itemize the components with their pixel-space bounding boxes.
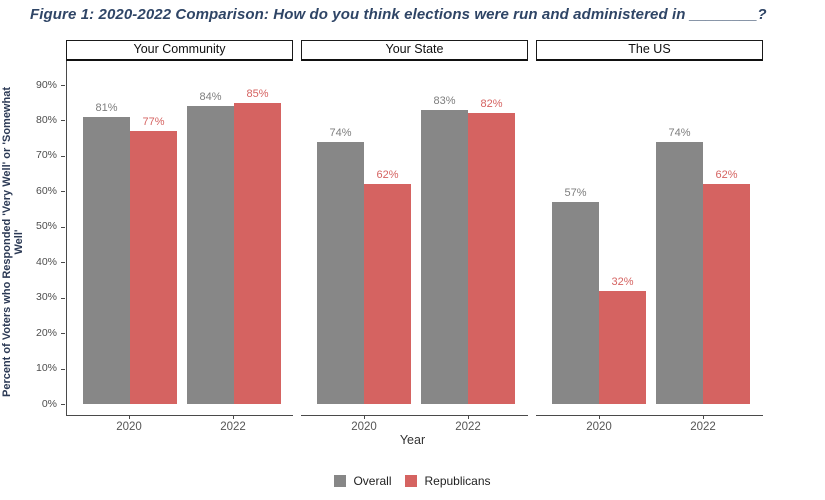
- y-tick-mark: [61, 226, 65, 228]
- y-tick-mark: [61, 333, 65, 335]
- y-tick-mark: [61, 368, 65, 370]
- y-tick-label: 60%: [35, 184, 57, 197]
- y-tick-mark: [61, 120, 65, 122]
- y-tick-mark: [61, 191, 65, 193]
- x-tick-mark: [364, 416, 365, 419]
- plot-region: 74% 62% 83% 82%: [301, 61, 528, 416]
- bar-value-label: 77%: [142, 116, 165, 129]
- legend-item-republicans: Republicans: [405, 474, 491, 488]
- bar-value-label: 57%: [564, 187, 587, 199]
- y-tick-mark: [61, 85, 65, 87]
- bar-overall-2022: [656, 141, 703, 404]
- x-tick-mark: [129, 416, 130, 419]
- bar-republicans-2020: [130, 131, 177, 404]
- bar-overall-2022: [421, 109, 468, 404]
- x-tick-label: 2020: [351, 421, 377, 433]
- bar-value-label: 81%: [95, 101, 118, 114]
- y-tick-label: 30%: [35, 291, 57, 304]
- y-tick-mark: [61, 297, 65, 299]
- bar-value-label: 83%: [433, 94, 456, 107]
- y-tick-mark: [61, 155, 65, 157]
- y-tick-label: 20%: [35, 326, 57, 339]
- y-tick-label: 80%: [35, 113, 57, 126]
- y-tick-label: 70%: [35, 149, 57, 162]
- legend-swatch-republicans: [405, 475, 418, 487]
- figure-title: Figure 1: 2020-2022 Comparison: How do y…: [30, 6, 767, 23]
- bar-value-label: 82%: [480, 98, 503, 111]
- facet-panel-2: The US 57% 32% 74% 62% 2020 2022: [536, 40, 763, 433]
- x-axis-label: Year: [399, 433, 426, 447]
- x-tick-mark: [468, 416, 469, 419]
- facet-panels: Your Community 81% 77% 84% 85% 2020 2022 Your S…: [66, 40, 763, 433]
- y-tick-mark: [61, 262, 65, 264]
- bar-value-label: 32%: [611, 275, 634, 288]
- bar-republicans-2020: [599, 290, 646, 404]
- x-tick-label: 2022: [455, 421, 481, 433]
- y-tick-label: 50%: [35, 220, 57, 233]
- y-tick-label: 40%: [35, 255, 57, 268]
- x-tick-mark: [599, 416, 600, 419]
- bar-value-label: 74%: [668, 126, 691, 139]
- legend-label: Overall: [353, 474, 392, 488]
- x-tick-mark: [703, 416, 704, 419]
- bar-value-label: 62%: [715, 169, 738, 182]
- legend-swatch-overall: [334, 475, 347, 487]
- bar-overall-2020: [552, 202, 599, 404]
- bar-republicans-2022: [703, 184, 750, 404]
- chart-legend: Overall Republicans: [0, 474, 825, 488]
- y-tick-label: 10%: [35, 362, 57, 375]
- y-axis-label: Percent of Voters who Responded 'Very We…: [1, 87, 25, 398]
- legend-label: Republicans: [424, 474, 491, 488]
- bar-republicans-2022: [468, 113, 515, 404]
- x-tick-label: 2022: [690, 421, 716, 433]
- bar-overall-2020: [83, 116, 130, 404]
- bar-value-label: 62%: [376, 169, 399, 182]
- plot-region: 57% 32% 74% 62%: [536, 61, 763, 416]
- plot-region: 81% 77% 84% 85%: [66, 61, 293, 416]
- bar-value-label: 74%: [329, 126, 352, 139]
- facet-strip-label: The US: [536, 40, 763, 61]
- bar-overall-2020: [317, 141, 364, 404]
- bar-republicans-2022: [234, 102, 281, 404]
- facet-strip-label: Your State: [301, 40, 528, 61]
- x-tick-label: 2020: [586, 421, 612, 433]
- legend-item-overall: Overall: [334, 474, 391, 488]
- facet-panel-0: Your Community 81% 77% 84% 85% 2020 2022: [66, 40, 293, 433]
- bar-overall-2022: [187, 106, 234, 404]
- x-tick-label: 2020: [116, 421, 142, 433]
- bar-republicans-2020: [364, 184, 411, 404]
- x-tick-label: 2022: [220, 421, 246, 433]
- bar-value-label: 84%: [199, 91, 222, 104]
- bar-value-label: 85%: [246, 87, 269, 100]
- y-tick-mark: [61, 404, 65, 405]
- y-tick-label: 0%: [41, 397, 57, 410]
- y-tick-label: 90%: [35, 78, 57, 91]
- x-tick-mark: [233, 416, 234, 419]
- facet-strip-label: Your Community: [66, 40, 293, 61]
- facet-panel-1: Your State 74% 62% 83% 82% 2020 2022: [301, 40, 528, 433]
